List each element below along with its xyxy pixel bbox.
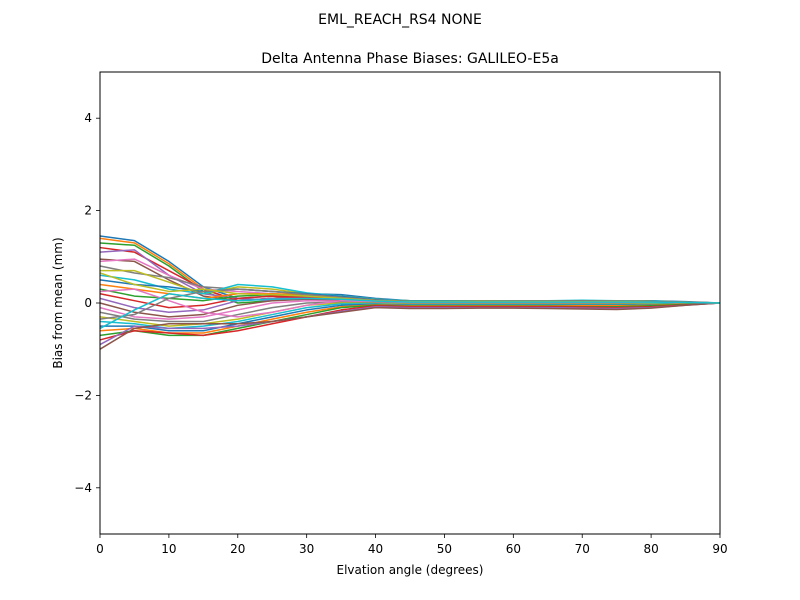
x-tick-label: 0 [96,542,104,556]
chart-title: Delta Antenna Phase Biases: GALILEO-E5a [261,51,559,67]
chart-suptitle: EML_REACH_RS4 NONE [318,12,482,28]
y-axis-ticks: −4 −2 0 2 4 [74,111,100,495]
x-tick-label: 30 [299,542,314,556]
y-tick-label: 2 [84,204,92,218]
series-line-24 [99,302,721,341]
x-tick-label: 60 [506,542,521,556]
y-tick-label: −2 [74,388,92,402]
y-tick-label: −4 [74,481,92,495]
x-tick-label: 50 [437,542,452,556]
series-line-26 [99,302,721,350]
series-line-25 [99,302,721,346]
x-tick-label: 80 [643,542,658,556]
y-tick-label: 0 [84,296,92,310]
x-axis-ticks: 0 10 20 30 40 50 60 70 80 90 [96,534,728,556]
y-axis-label: Bias from mean (mm) [51,237,65,368]
x-tick-label: 70 [575,542,590,556]
x-tick-label: 90 [712,542,727,556]
x-tick-label: 40 [368,542,383,556]
series-layer [99,235,721,350]
series-line-30 [99,293,721,330]
plot-frame [99,71,721,535]
x-tick-label: 20 [230,542,245,556]
x-tick-label: 10 [161,542,176,556]
x-axis-label: Elvation angle (degrees) [337,563,484,577]
y-tick-label: 4 [84,111,92,125]
